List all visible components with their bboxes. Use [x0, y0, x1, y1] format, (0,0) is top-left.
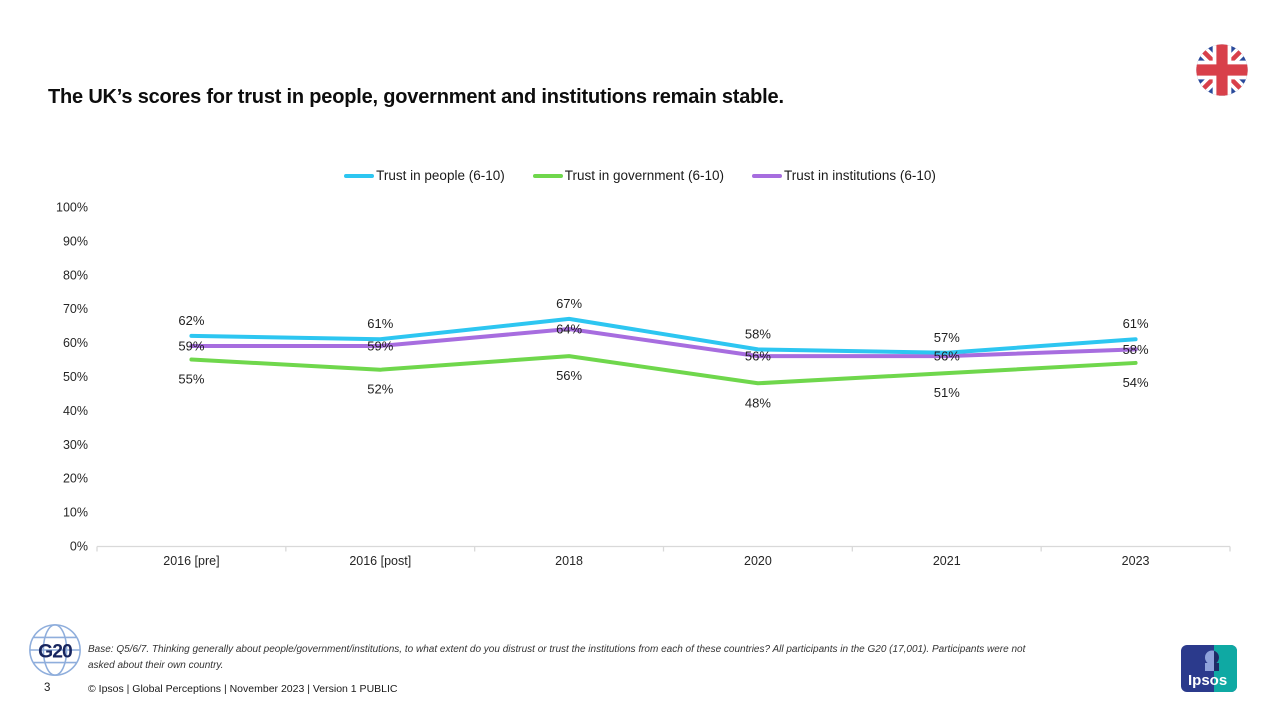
y-axis-tick-label: 90%: [63, 234, 88, 248]
y-axis-tick-label: 10%: [63, 506, 88, 520]
data-label: 52%: [367, 382, 393, 397]
uk-flag-icon: [1194, 42, 1250, 98]
data-label: 54%: [1123, 375, 1149, 390]
data-label: 64%: [556, 322, 582, 337]
x-axis-category-label: 2018: [555, 554, 583, 568]
legend-label: Trust in government (6-10): [564, 168, 725, 183]
series-line-2: [189, 354, 1138, 386]
legend-item-2: Trust in government (6-10): [532, 168, 725, 183]
legend-swatch-icon: [532, 173, 563, 178]
legend-item-1: Trust in people (6-10): [344, 168, 505, 183]
data-label: 61%: [1123, 316, 1149, 331]
data-label: 48%: [745, 395, 771, 410]
trust-line-chart: 0% 10% 20% 30% 40% 50% 60% 70% 80% 90% 100% 2016 [p…: [56, 201, 1231, 568]
ipsos-logo: Ipsos: [1181, 645, 1237, 692]
y-axis-tick-label: 40%: [63, 404, 88, 418]
y-axis-tick-label: 80%: [63, 268, 88, 282]
legend-item-3: Trust in institutions (6-10): [752, 168, 936, 183]
series-line-3: [189, 327, 1138, 359]
x-axis-category-label: 2016 [pre]: [163, 554, 219, 568]
y-axis-tick-label: 0%: [70, 540, 88, 554]
page-title: The UK’s scores for trust in people, gov…: [48, 86, 784, 108]
data-label: 67%: [556, 296, 582, 311]
legend-swatch-icon: [344, 173, 375, 178]
chart-legend: Trust in people (6-10) Trust in governmen…: [0, 168, 1280, 183]
x-axis-category-label: 2023: [1122, 554, 1150, 568]
legend-label: Trust in people (6-10): [376, 168, 505, 183]
data-label: 59%: [367, 338, 393, 353]
page-number: 3: [44, 682, 51, 694]
x-axis-category-label: 2021: [933, 554, 961, 568]
data-label: 55%: [178, 372, 204, 387]
y-axis-tick-label: 30%: [63, 438, 88, 452]
data-label: 57%: [934, 330, 960, 345]
data-label: 59%: [178, 338, 204, 353]
legend-label: Trust in institutions (6-10): [784, 168, 936, 183]
series-line-1: [189, 316, 1138, 355]
base-note: Base: Q5/6/7. Thinking generally about p…: [88, 644, 1026, 671]
y-axis-tick-label: 100%: [56, 201, 88, 215]
data-label: 62%: [178, 313, 204, 328]
data-label: 56%: [934, 349, 960, 364]
x-axis-category-label: 2020: [744, 554, 772, 568]
data-label: 51%: [934, 385, 960, 400]
y-axis-tick-label: 50%: [63, 370, 88, 384]
data-label: 56%: [745, 349, 771, 364]
footer-text: © Ipsos | Global Perceptions | November …: [88, 683, 398, 695]
data-label: 56%: [556, 368, 582, 383]
y-axis-tick-label: 60%: [63, 336, 88, 350]
y-axis-tick-label: 20%: [63, 472, 88, 486]
g20-logo: G20: [26, 620, 84, 680]
data-label: 58%: [1123, 342, 1149, 357]
legend-swatch-icon: [752, 173, 783, 178]
x-axis-category-label: 2016 [post]: [349, 554, 411, 568]
data-label: 58%: [745, 326, 771, 341]
ipsos-logo-text: Ipsos: [1188, 672, 1227, 689]
y-axis-tick-label: 70%: [63, 302, 88, 316]
g20-logo-text: G20: [38, 641, 72, 662]
data-label: 61%: [367, 316, 393, 331]
